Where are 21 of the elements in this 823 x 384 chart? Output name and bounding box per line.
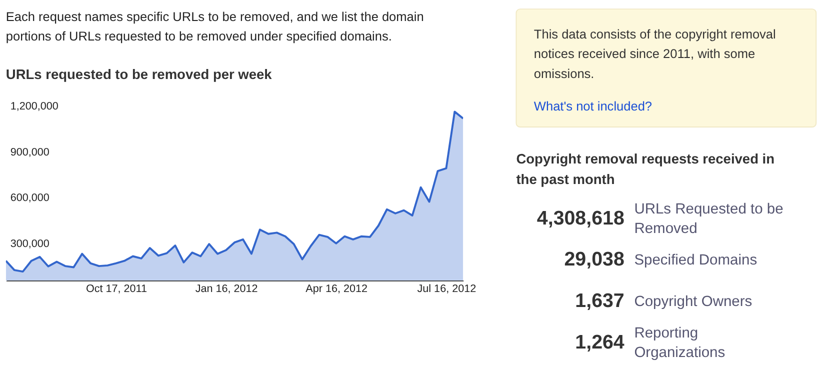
text: URLs Requested to be Removed bbox=[634, 202, 784, 238]
y-tick-label: 300,000 bbox=[10, 238, 50, 250]
text: This data consists of the copyright removal notices received since 2011, with some omissions. bbox=[534, 26, 776, 81]
text: 1,264 bbox=[575, 331, 624, 354]
text: 1,637 bbox=[575, 290, 624, 312]
x-tick-label: Jan 16, 2012 bbox=[195, 282, 258, 295]
y-tick-label: 1,200,000 bbox=[10, 100, 58, 112]
y-tick-label: 900,000 bbox=[10, 146, 50, 158]
text: What's not included? bbox=[534, 98, 652, 114]
text: Specified Domains bbox=[634, 252, 758, 269]
text: Copyright removal requests received in the past month bbox=[516, 151, 775, 188]
text: 4,308,618 bbox=[536, 207, 624, 230]
text: Reporting Organizations bbox=[634, 325, 726, 362]
text: 29,038 bbox=[564, 248, 624, 271]
text: Copyright Owners bbox=[634, 294, 752, 310]
y-tick-label: 600,000 bbox=[10, 192, 50, 204]
x-tick-label: Oct 17, 2011 bbox=[86, 282, 147, 295]
chart-title: URLs requested to be removed per week bbox=[6, 66, 272, 82]
text: Each request names specific URLs to be removed, and we list the domain portions of URLs requested to be removed under specified domains. bbox=[6, 8, 424, 44]
x-tick-label: Apr 16, 2012 bbox=[306, 282, 368, 295]
x-tick-label: Jul 16, 2012 bbox=[417, 282, 476, 295]
